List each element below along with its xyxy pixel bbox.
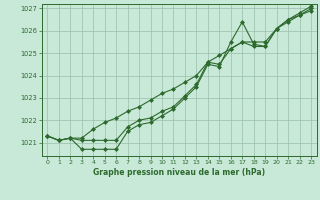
X-axis label: Graphe pression niveau de la mer (hPa): Graphe pression niveau de la mer (hPa)	[93, 168, 265, 177]
